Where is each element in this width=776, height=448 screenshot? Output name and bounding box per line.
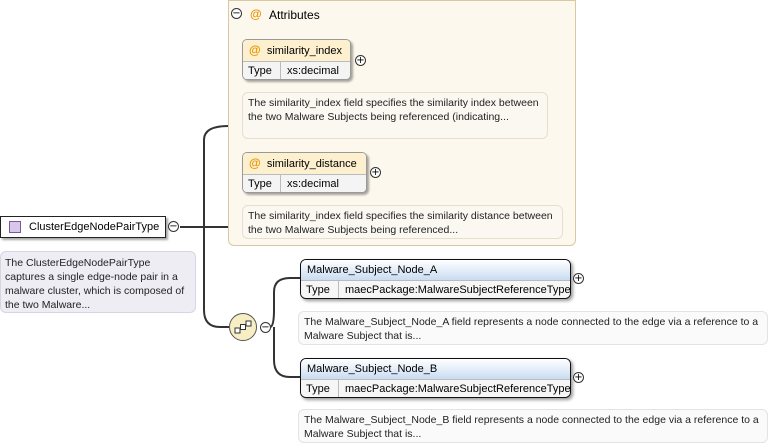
expand-icon[interactable]: + [355,55,366,66]
attribute-group-icon: @ [250,7,262,21]
attribute-type: xs:decimal [287,178,339,190]
attributes-title: Attributes [269,8,320,22]
type-label: Type [243,62,281,79]
complex-type-node[interactable]: ClusterEdgeNodePairType [0,216,166,238]
attribute-name: similarity_distance [266,158,357,170]
element-name: Malware_Subject_Node_B [301,359,570,379]
element-malware-subject-node-a[interactable]: Malware_Subject_Node_A Type maecPackage:M… [300,259,571,299]
attribute-type: xs:decimal [287,65,339,77]
element-name: Malware_Subject_Node_A [301,260,570,280]
element-description: The Malware_Subject_Node_A field represe… [298,311,768,345]
element-malware-subject-node-b[interactable]: Malware_Subject_Node_B Type maecPackage:M… [300,358,571,398]
attribute-icon: @ [249,43,261,57]
complex-type-name: ClusterEdgeNodePairType [29,221,160,233]
attribute-icon: @ [249,156,261,170]
complex-type-description: The ClusterEdgeNodePairType captures a s… [0,251,196,313]
expand-icon[interactable]: + [573,372,584,383]
attributes-collapse-icon[interactable]: − [231,8,242,19]
element-type: maecPackage:MalwareSubjectReferenceType [345,383,571,395]
element-type: maecPackage:MalwareSubjectReferenceType [345,284,571,296]
complex-type-collapse-icon[interactable]: − [168,221,179,232]
type-label: Type [301,380,339,397]
attribute-name: similarity_index [266,45,343,57]
attribute-similarity-index[interactable]: @ similarity_index Type xs:decimal [242,39,351,80]
element-description: The Malware_Subject_Node_B field represe… [298,409,768,443]
attribute-similarity-distance[interactable]: @ similarity_distance Type xs:decimal [242,152,367,193]
attribute-description: The similarity_index field specifies the… [242,92,548,139]
complex-type-icon [9,221,21,234]
type-label: Type [301,281,339,298]
attribute-description: The similarity_index field specifies the… [242,205,563,239]
expand-icon[interactable]: + [370,167,381,178]
type-label: Type [243,175,281,192]
expand-icon[interactable]: + [573,273,584,284]
sequence-compositor-icon[interactable] [229,313,257,341]
sequence-collapse-icon[interactable]: − [260,322,271,333]
